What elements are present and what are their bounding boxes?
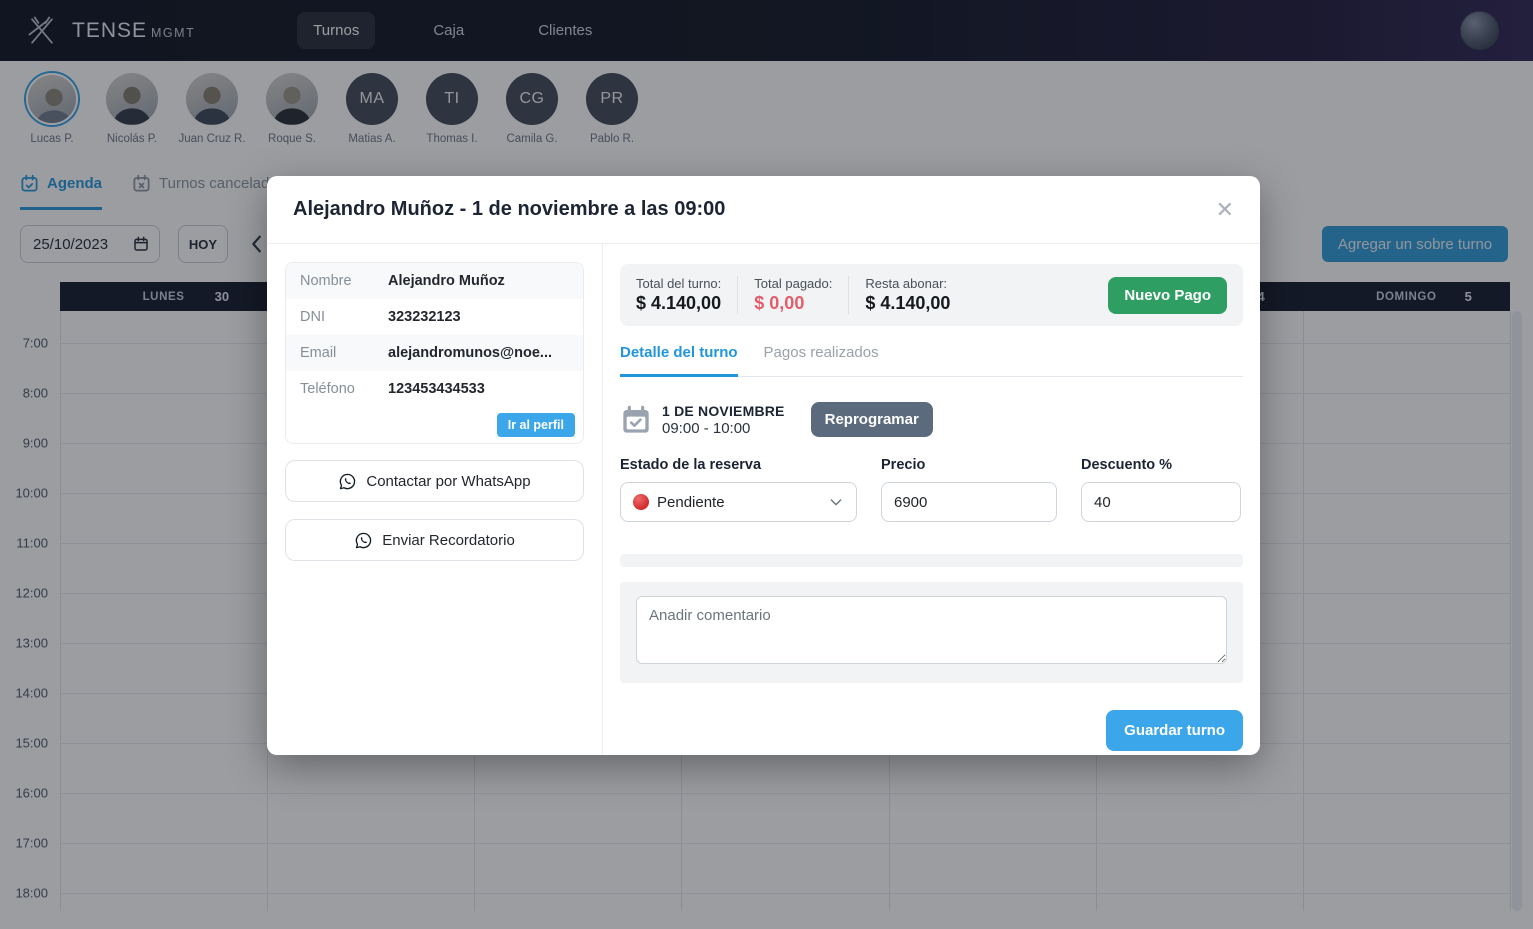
discount-label: Descuento % xyxy=(1081,457,1173,473)
close-icon[interactable]: ✕ xyxy=(1215,196,1234,222)
staff-initials-avatar: MA xyxy=(346,73,398,125)
comment-section-strip xyxy=(620,554,1243,567)
tab-turnos-cancelados[interactable]: Turnos cancelados xyxy=(132,174,285,210)
calendar-check-icon xyxy=(21,174,38,192)
time-gutter: 7:00 8:00 9:00 10:00 11:00 12:00 13:00 1… xyxy=(0,311,60,911)
totals-bar: Total del turno: $ 4.140,00 Total pagado… xyxy=(620,264,1243,326)
calendar-icon xyxy=(134,236,148,251)
whatsapp-icon xyxy=(355,532,372,548)
nav-tab-clientes[interactable]: Clientes xyxy=(538,22,593,39)
prev-week-button[interactable] xyxy=(246,228,272,260)
staff-juan-cruz[interactable]: Juan Cruz R. xyxy=(172,73,252,163)
comment-textarea[interactable] xyxy=(636,596,1227,664)
tab-pagos-realizados[interactable]: Pagos realizados xyxy=(763,344,879,361)
staff-initials-avatar: TI xyxy=(426,73,478,125)
chevron-down-icon xyxy=(830,499,842,506)
contact-whatsapp-button[interactable]: Contactar por WhatsApp xyxy=(285,460,584,502)
total-turno: Total del turno: $ 4.140,00 xyxy=(636,276,739,314)
comment-panel xyxy=(620,582,1243,683)
add-over-turno-button[interactable]: Agregar un sobre turno xyxy=(1322,226,1508,262)
client-row-nombre: Nombre Alejandro Muñoz xyxy=(286,263,583,299)
day-header: LUNES 30 xyxy=(142,289,230,304)
nav-tab-caja[interactable]: Caja xyxy=(433,22,465,39)
calendar-scrollbar[interactable] xyxy=(1512,311,1522,911)
staff-pablo[interactable]: PR Pablo R. xyxy=(572,73,652,163)
brand-title: TENSE MGMT xyxy=(72,18,196,42)
resta-abonar: Resta abonar: $ 4.140,00 xyxy=(865,276,951,313)
status-select[interactable]: Pendiente xyxy=(620,482,857,522)
discount-input[interactable] xyxy=(1081,482,1241,522)
status-label: Estado de la reserva xyxy=(620,457,762,473)
total-pagado: Total pagado: $ 0,00 xyxy=(754,276,850,314)
staff-nicolas[interactable]: Nicolás P. xyxy=(92,73,172,163)
send-reminder-button[interactable]: Enviar Recordatorio xyxy=(285,519,584,561)
staff-avatar-row: Lucas P. Nicolás P. Juan Cruz R. Roque S… xyxy=(0,61,1533,163)
status-dot-icon xyxy=(633,494,649,510)
staff-lucas[interactable]: Lucas P. xyxy=(12,73,92,163)
nav-tab-turnos[interactable]: Turnos xyxy=(297,12,376,49)
staff-initials-avatar: CG xyxy=(506,73,558,125)
user-avatar[interactable] xyxy=(1460,11,1499,50)
staff-photo-avatar xyxy=(266,73,318,125)
staff-thomas[interactable]: TI Thomas I. xyxy=(412,73,492,163)
client-row-telefono: Teléfono 123453434533 xyxy=(300,381,485,397)
today-button[interactable]: HOY xyxy=(178,225,228,263)
turno-detail-modal: Alejandro Muñoz - 1 de noviembre a las 0… xyxy=(267,176,1260,755)
staff-initials-avatar: PR xyxy=(586,73,638,125)
staff-roque[interactable]: Roque S. xyxy=(252,73,332,163)
client-row-dni: DNI 323232123 xyxy=(300,309,461,325)
staff-matias[interactable]: MA Matias A. xyxy=(332,73,412,163)
save-turno-button[interactable]: Guardar turno xyxy=(1106,710,1243,751)
go-to-profile-button[interactable]: Ir al perfil xyxy=(496,413,575,437)
calendar-check-icon xyxy=(623,405,649,433)
reschedule-button[interactable]: Reprogramar xyxy=(810,402,933,437)
staff-photo-avatar xyxy=(186,73,238,125)
new-payment-button[interactable]: Nuevo Pago xyxy=(1108,276,1227,314)
day-header: DOMINGO 5 xyxy=(1376,289,1472,304)
client-info-card: Nombre Alejandro Muñoz DNI 323232123 Ema… xyxy=(285,262,584,444)
staff-photo-avatar xyxy=(106,73,158,125)
top-navbar: TENSE MGMT Turnos Caja Clientes xyxy=(0,0,1533,61)
appointment-time: 09:00 - 10:00 xyxy=(662,419,751,437)
chevron-left-icon xyxy=(252,235,261,253)
price-label: Precio xyxy=(881,457,926,473)
staff-photo-avatar xyxy=(26,73,78,125)
modal-title: Alejandro Muñoz - 1 de noviembre a las 0… xyxy=(293,198,726,220)
price-input[interactable] xyxy=(881,482,1057,522)
date-picker-input[interactable]: 25/10/2023 xyxy=(20,225,160,263)
tab-agenda[interactable]: Agenda xyxy=(20,174,103,210)
calendar-x-icon xyxy=(133,174,150,192)
appointment-date: 1 DE NOVIEMBRE xyxy=(662,402,785,419)
staff-camila[interactable]: CG Camila G. xyxy=(492,73,572,163)
tense-logo-icon xyxy=(28,16,53,44)
tab-detalle-turno[interactable]: Detalle del turno xyxy=(620,344,738,377)
whatsapp-icon xyxy=(340,473,356,489)
client-row-email: Email alejandromunos@noe... xyxy=(286,335,583,371)
